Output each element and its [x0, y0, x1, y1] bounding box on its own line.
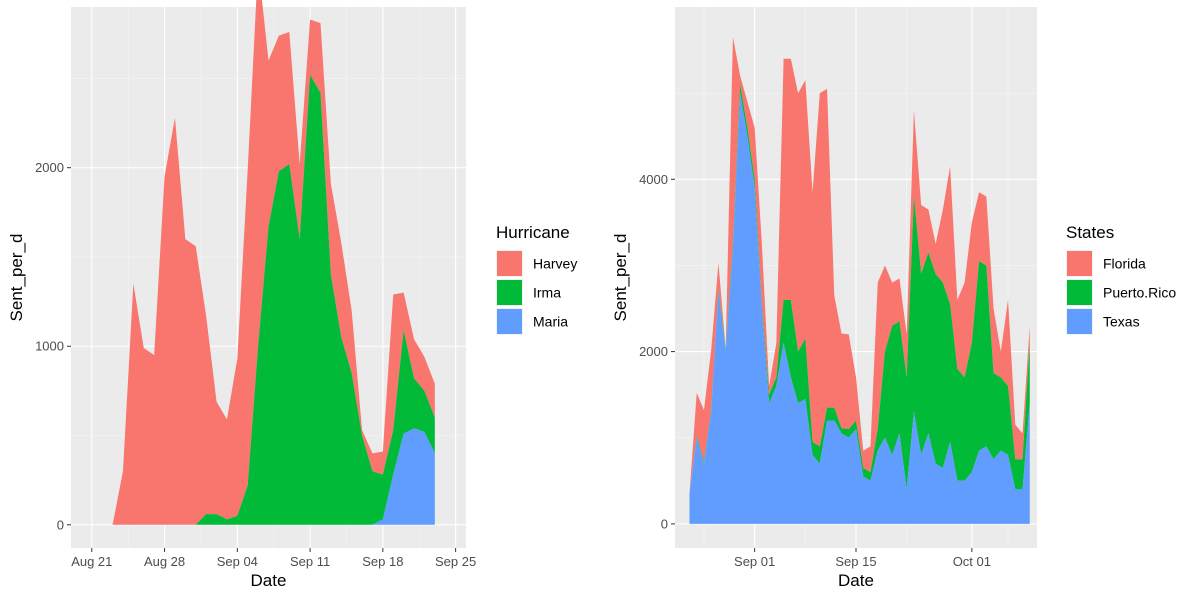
area-series-texas	[689, 93, 1030, 524]
y-axis-title: Sent_per_d	[611, 234, 630, 322]
legend-swatch	[1067, 251, 1092, 276]
legend-label: Irma	[533, 285, 561, 301]
area-series-puerto-rico	[689, 84, 1030, 494]
legend: Hurricane Harvey Irma Maria	[496, 223, 577, 335]
area-series-harvey	[102, 0, 435, 525]
x-axis-title: Date	[838, 571, 874, 590]
x-tick-label: Oct 01	[953, 554, 991, 569]
legend-swatch	[1067, 309, 1092, 334]
legend-title: States	[1066, 223, 1114, 242]
x-axis-title: Date	[251, 571, 287, 590]
legend-label: Maria	[533, 314, 568, 330]
chart-panel-2: 0 2000 4000 Sep 01 Sep 15 Oct 01 Date Sent_per_…	[611, 7, 1176, 590]
y-tick-label: 2000	[35, 160, 64, 175]
x-tick-label: Aug 21	[71, 554, 112, 569]
x-tick-label: Sep 18	[362, 554, 403, 569]
legend-swatch	[497, 280, 522, 305]
x-tick-label: Sep 11	[290, 554, 330, 569]
y-axis-title: Sent_per_d	[7, 234, 26, 322]
x-tick-label: Sep 01	[734, 554, 775, 569]
legend-title: Hurricane	[496, 223, 570, 242]
area-series-florida	[689, 37, 1030, 494]
x-tick-label: Sep 25	[435, 554, 476, 569]
chart-panel-1: 0 1000 2000 Aug 21 Aug 28 Sep 04 Sep 11 Sep 18 S…	[7, 0, 577, 590]
legend: States Florida Puerto.Rico Texas	[1066, 223, 1176, 335]
x-tick-label: Aug 28	[144, 554, 185, 569]
legend-swatch	[497, 251, 522, 276]
legend-swatch	[497, 309, 522, 334]
y-tick-label: 0	[57, 517, 64, 532]
legend-swatch	[1067, 280, 1092, 305]
legend-label: Harvey	[533, 256, 577, 272]
y-tick-label: 2000	[639, 344, 668, 359]
y-tick-label: 0	[661, 516, 668, 531]
area-layers	[689, 37, 1030, 524]
x-tick-label: Sep 15	[835, 554, 876, 569]
y-tick-label: 1000	[35, 339, 64, 354]
legend-label: Puerto.Rico	[1103, 285, 1176, 301]
legend-label: Texas	[1103, 314, 1140, 330]
legend-label: Florida	[1103, 256, 1146, 272]
area-series-maria	[102, 428, 435, 525]
x-tick-label: Sep 04	[217, 554, 258, 569]
area-layers	[102, 0, 435, 525]
area-series-irma	[102, 74, 435, 525]
y-tick-label: 4000	[639, 172, 668, 187]
